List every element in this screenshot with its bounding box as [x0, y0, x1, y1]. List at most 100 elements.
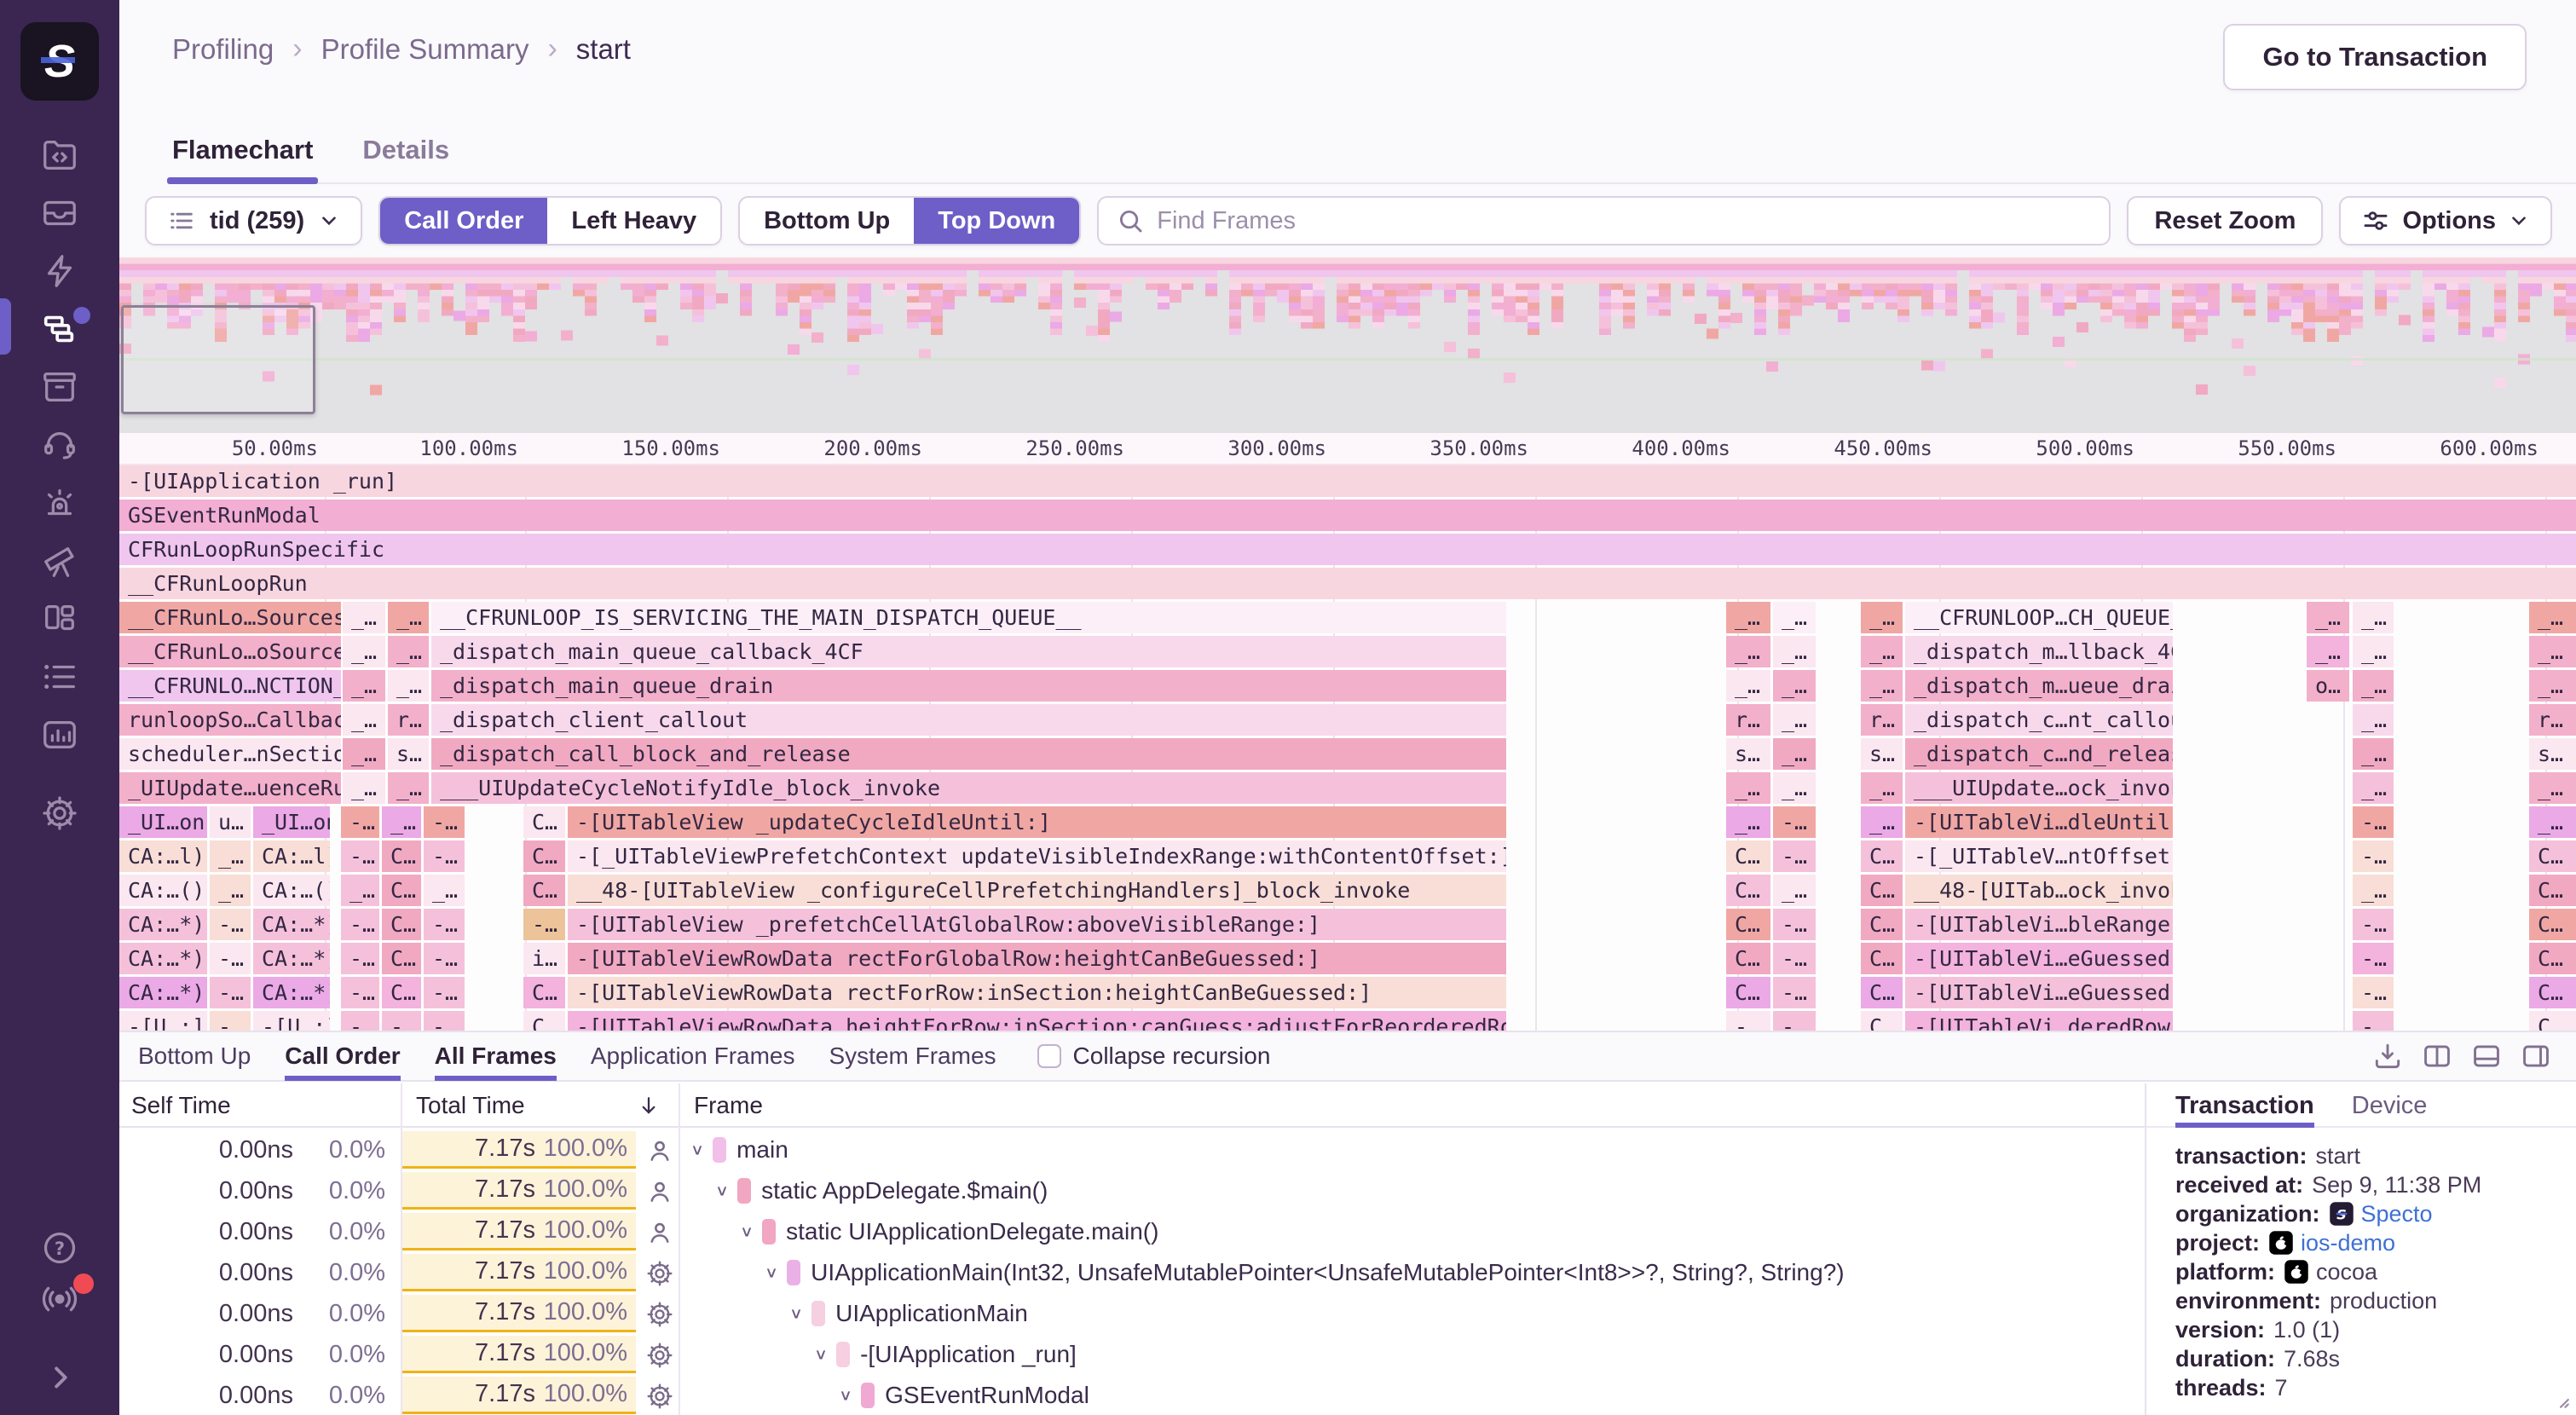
flame-frame[interactable]: C…: [382, 840, 421, 872]
panel-tab-transaction[interactable]: Transaction: [2175, 1083, 2314, 1128]
flame-frame[interactable]: _dispatch_m…llback_4CF: [1905, 636, 2173, 667]
flame-frame[interactable]: -…: [341, 1011, 379, 1031]
flame-frame[interactable]: _…: [1726, 602, 1770, 633]
flame-frame[interactable]: -[UITableVi…eGuessed:]: [1905, 943, 2173, 974]
drawer-tab-call-order[interactable]: Call Order: [285, 1031, 400, 1081]
tab-flamechart[interactable]: Flamechart: [172, 128, 313, 182]
flame-frame[interactable]: -…: [2353, 806, 2394, 838]
flame-frame[interactable]: C…: [382, 943, 421, 974]
find-frames-search[interactable]: [1097, 196, 2111, 245]
flame-frame[interactable]: i…: [523, 943, 565, 974]
flame-frame[interactable]: -[UITableViewRowData rectForGlobalRow:he…: [568, 943, 1506, 974]
flame-frame[interactable]: C…: [1861, 909, 1903, 940]
reset-zoom-button[interactable]: Reset Zoom: [2127, 196, 2323, 245]
sidebar-item-releases[interactable]: [0, 358, 119, 416]
options-button[interactable]: Options: [2339, 196, 2552, 245]
flame-frame[interactable]: -…: [1773, 909, 1816, 940]
flame-frame[interactable]: CA:…*): [253, 977, 330, 1008]
flame-frame[interactable]: _…: [388, 772, 429, 804]
flame-frame[interactable]: -[U…:]: [119, 1011, 207, 1031]
flame-frame[interactable]: -[_UITableV…ntOffset:]: [1905, 840, 2173, 872]
flame-frame[interactable]: _UI…on: [119, 806, 207, 838]
flame-frame[interactable]: CA:…*): [119, 909, 207, 940]
column-header-self-time[interactable]: Self Time: [131, 1083, 231, 1128]
tree-expand-icon[interactable]: ∨: [690, 1141, 704, 1159]
flame-frame[interactable]: -…: [424, 977, 465, 1008]
flame-frame[interactable]: ___UIUpdateCycleNotifyIdle_block_invoke: [431, 772, 1506, 804]
flame-frame[interactable]: C…: [523, 840, 565, 872]
flame-frame[interactable]: _…: [2353, 738, 2394, 770]
flame-frame[interactable]: -[UITableView _updateCycleIdleUntil:]: [568, 806, 1506, 838]
flame-frame[interactable]: CA:…(): [119, 875, 207, 906]
frame-table-row[interactable]: 0.00ns0.0%7.17s100.0%∨static UIApplicati…: [119, 1211, 2145, 1252]
flame-frame[interactable]: s…: [2529, 738, 2576, 770]
flame-frame[interactable]: _…: [2529, 806, 2576, 838]
tree-expand-icon[interactable]: ∨: [740, 1223, 754, 1241]
flame-frame[interactable]: C…: [1726, 977, 1770, 1008]
frame-table-row[interactable]: 0.00ns0.0%7.17s100.0%∨-[UIApplication _r…: [119, 1334, 2145, 1375]
flame-frame[interactable]: r…: [1726, 704, 1770, 736]
flame-frame[interactable]: _dispatch_main_queue_drain: [431, 670, 1506, 702]
flame-frame[interactable]: C…: [382, 977, 421, 1008]
flame-frame[interactable]: _…: [1773, 738, 1816, 770]
flame-frame[interactable]: _…: [1726, 670, 1770, 702]
flame-frame[interactable]: r…: [1861, 704, 1903, 736]
flame-frame[interactable]: _…: [2529, 602, 2576, 633]
flame-frame[interactable]: -…: [341, 840, 379, 872]
drawer-tab-all-frames[interactable]: All Frames: [435, 1031, 557, 1081]
sidebar-item-stats[interactable]: [0, 706, 119, 764]
flame-frame[interactable]: C…: [1726, 875, 1770, 906]
flame-frame[interactable]: -…: [1773, 943, 1816, 974]
flame-frame[interactable]: C…: [2529, 840, 2576, 872]
flame-frame[interactable]: _dispatch_call_block_and_release: [431, 738, 1506, 770]
sentry-logo[interactable]: S: [20, 22, 99, 101]
flame-frame[interactable]: __CFRUNLOOP_IS_SERVICING_THE_MAIN_DISPAT…: [431, 602, 1506, 633]
flamechart-minimap[interactable]: [119, 257, 2576, 433]
flame-frame[interactable]: _…: [1773, 670, 1816, 702]
flame-frame[interactable]: C…: [1861, 943, 1903, 974]
flame-frame[interactable]: C…: [2529, 1011, 2576, 1031]
sidebar-item-issues[interactable]: [0, 184, 119, 242]
direction-bottom-up[interactable]: Bottom Up: [740, 198, 914, 244]
flame-frame[interactable]: CA:…*): [253, 943, 330, 974]
flame-frame[interactable]: C…: [1726, 909, 1770, 940]
drawer-tab-bottom-up[interactable]: Bottom Up: [138, 1031, 251, 1081]
flame-frame[interactable]: _…: [1773, 636, 1816, 667]
flame-frame[interactable]: C…: [1861, 875, 1903, 906]
breadcrumb-profile-summary[interactable]: Profile Summary: [321, 33, 529, 66]
flame-frame[interactable]: o…: [2307, 670, 2349, 702]
flame-frame[interactable]: s…: [388, 738, 429, 770]
flame-frame[interactable]: _…: [1773, 875, 1816, 906]
flame-frame[interactable]: -…: [210, 977, 251, 1008]
tab-details[interactable]: Details: [362, 128, 449, 182]
sidebar-item-replays[interactable]: [0, 416, 119, 474]
flame-frame[interactable]: runloopSo…Callback: [119, 704, 341, 736]
flame-frame[interactable]: _…: [2353, 602, 2394, 633]
frame-table-row[interactable]: 0.00ns0.0%7.17s100.0%∨static AppDelegate…: [119, 1170, 2145, 1211]
flame-frame[interactable]: _…: [1773, 772, 1816, 804]
flame-frame[interactable]: _…: [388, 602, 429, 633]
flame-frame[interactable]: C…: [382, 875, 421, 906]
frame-table-row[interactable]: 0.00ns0.0%7.17s100.0%∨UIApplicationMain(…: [119, 1252, 2145, 1293]
flame-frame[interactable]: __48-[UITableView _configureCellPrefetch…: [568, 875, 1506, 906]
flame-frame[interactable]: __CFRUNLO…NCTION_…: [119, 670, 341, 702]
flame-frame[interactable]: __CFRunLo…oSource0: [119, 636, 341, 667]
sidebar-item-help[interactable]: ?: [0, 1219, 119, 1277]
flame-frame[interactable]: _…: [1861, 806, 1903, 838]
flame-frame[interactable]: C…: [382, 909, 421, 940]
flame-frame[interactable]: -…: [2353, 909, 2394, 940]
frame-table-row[interactable]: 0.00ns0.0%7.17s100.0%∨GSEventRunModal: [119, 1375, 2145, 1415]
flame-frame[interactable]: s…: [1861, 738, 1903, 770]
flame-frame[interactable]: _dispatch_client_callout: [431, 704, 1506, 736]
flame-frame[interactable]: -…: [341, 977, 379, 1008]
flame-frame[interactable]: -…: [523, 909, 565, 940]
flame-frame[interactable]: _…: [343, 772, 385, 804]
flame-frame[interactable]: _UI…on: [253, 806, 330, 838]
flame-frame[interactable]: __CFRunLoopRun: [119, 568, 2576, 599]
flame-frame[interactable]: CA:…*): [253, 909, 330, 940]
flame-frame[interactable]: -[UITableViewRowData rectForRow:inSectio…: [568, 977, 1506, 1008]
flame-frame[interactable]: s…: [1726, 738, 1770, 770]
flame-frame[interactable]: _…: [210, 875, 251, 906]
flame-frame[interactable]: _UIUpdate…uenceRun: [119, 772, 341, 804]
collapse-recursion-checkbox[interactable]: [1037, 1044, 1061, 1068]
